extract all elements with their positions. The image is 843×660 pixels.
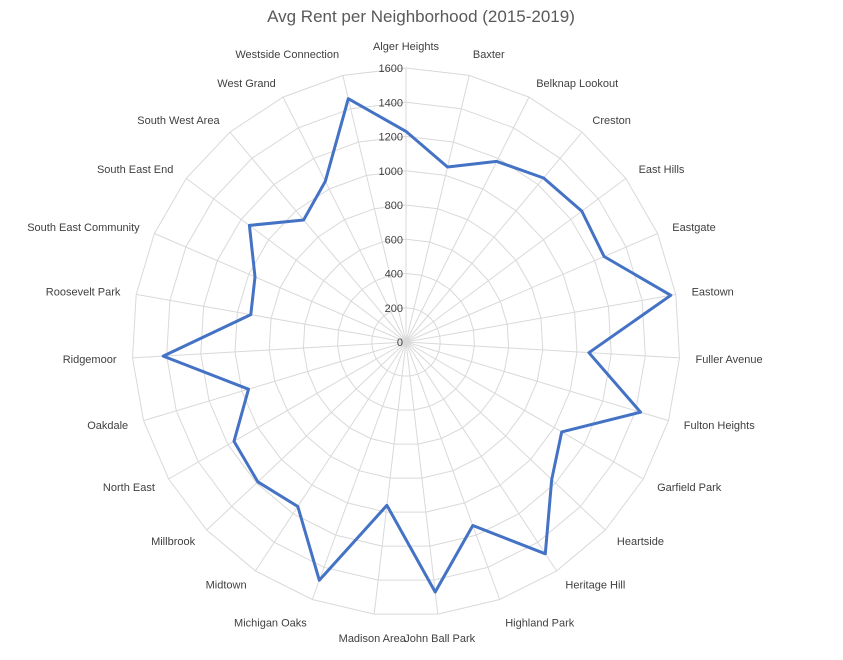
tick-label: 1600 [379, 63, 403, 75]
series-layer [161, 97, 673, 594]
category-label: Oakdale [87, 420, 128, 432]
tick-label: 0 [397, 337, 403, 349]
grid-spoke [405, 341, 644, 480]
grid-spoke [405, 341, 439, 615]
category-label: Alger Heights [373, 41, 440, 53]
tick-label: 600 [385, 234, 403, 246]
tick-label: 200 [385, 303, 403, 315]
category-label: Baxter [473, 49, 505, 61]
grid-spoke [136, 293, 407, 343]
grid-spoke [405, 341, 558, 572]
radial-tick-labels: 0 200 400 600 800 1000 1200 1400 1600 [379, 63, 403, 349]
series-line [161, 97, 673, 594]
grid-spoke [405, 341, 501, 600]
category-label: North East [103, 482, 155, 494]
grid-spoke [405, 341, 606, 531]
tick-label: 800 [385, 200, 403, 212]
category-label: West Grand [217, 78, 276, 90]
category-label: Eastown [692, 287, 734, 299]
grid-spoke [405, 293, 676, 343]
category-label: John Ball Park [404, 633, 475, 645]
tick-label: 1200 [379, 132, 403, 144]
category-label: Creston [592, 115, 631, 127]
category-label: Eastgate [672, 222, 715, 234]
tick-label: 1400 [379, 97, 403, 109]
category-label: South East End [97, 164, 173, 176]
grid-ring [166, 101, 646, 581]
grid-spoke [229, 131, 407, 343]
category-label: Roosevelt Park [46, 287, 121, 299]
grid-ring [200, 135, 612, 547]
grid-spoke [405, 341, 680, 359]
category-labels: Alger Heights Baxter Belknap Lookout Cresto… [27, 41, 762, 645]
category-label: South East Community [27, 222, 140, 234]
grid-spoke [405, 96, 530, 343]
grid-ring [234, 170, 578, 513]
category-label: Heartside [617, 536, 664, 548]
category-label: Fulton Heights [684, 420, 755, 432]
grid-spoke [132, 341, 407, 359]
category-label: Belknap Lookout [536, 78, 618, 90]
grid-ring [337, 272, 475, 411]
category-label: Midtown [206, 579, 247, 591]
category-label: Michigan Oaks [234, 618, 307, 630]
grid-spoke [405, 233, 658, 343]
grid-spoke [405, 75, 470, 343]
grid-spoke [206, 341, 407, 531]
grid-spoke [185, 177, 407, 343]
category-label: Madison Area [339, 633, 407, 645]
grid-ring [302, 238, 510, 445]
category-label: Heritage Hill [565, 579, 625, 591]
grid-spoke [405, 131, 583, 343]
radar-grid [131, 67, 681, 615]
category-label: Westside Connection [235, 49, 339, 61]
grid-ring [131, 67, 681, 615]
tick-label: 400 [385, 269, 403, 281]
chart-title: Avg Rent per Neighborhood (2015-2019) [267, 7, 575, 26]
grid-spoke [373, 341, 407, 615]
category-label: Highland Park [505, 618, 575, 630]
grid-spoke [311, 341, 407, 600]
category-label: Ridgemoor [63, 354, 117, 366]
grid-ring [268, 204, 544, 479]
grid-spoke [154, 233, 407, 343]
grid-spoke [254, 341, 407, 572]
category-label: Millbrook [151, 536, 196, 548]
category-label: Fuller Avenue [696, 354, 763, 366]
grid-spoke [168, 341, 407, 480]
grid-ring [371, 307, 441, 377]
category-label: South West Area [137, 115, 220, 127]
radar-spokes [132, 68, 680, 615]
category-label: East Hills [639, 164, 685, 176]
tick-label: 1000 [379, 166, 403, 178]
grid-spoke [405, 177, 627, 343]
grid-spoke [405, 341, 669, 422]
grid-spoke [282, 96, 407, 343]
grid-spoke [143, 341, 407, 422]
category-label: Garfield Park [657, 482, 722, 494]
grid-spoke [342, 75, 407, 343]
